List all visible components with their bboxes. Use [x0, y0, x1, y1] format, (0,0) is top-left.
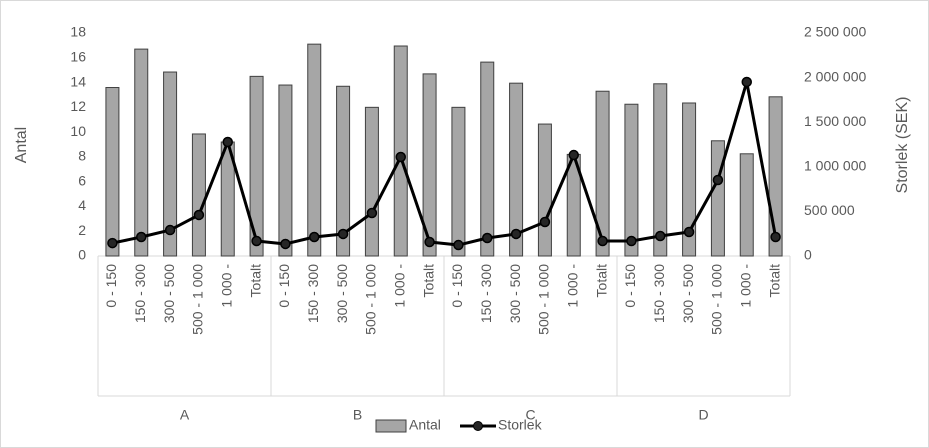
legend-swatch	[375, 419, 407, 433]
bar	[653, 83, 668, 257]
x-tick-label: 1 000 -	[218, 264, 234, 308]
y-tick-label: 2	[78, 222, 86, 238]
x-tick-label: 500 - 1 000	[536, 264, 552, 335]
line-marker	[395, 151, 406, 163]
x-tick-label: 500 - 1 000	[709, 264, 725, 335]
x-tick-label: 0 - 150	[103, 264, 119, 308]
line-marker	[712, 174, 724, 186]
bar	[710, 140, 725, 257]
x-tick-label: 150 - 300	[305, 264, 321, 323]
y-tick-label: 6	[78, 172, 86, 188]
bar	[422, 73, 437, 257]
bar	[480, 61, 495, 257]
y2-tick-label: 2 500 000	[804, 24, 866, 40]
y-tick-label: 18	[70, 24, 86, 40]
y-tick-label: 4	[78, 197, 86, 213]
bar	[682, 102, 697, 257]
x-tick-label: Totalt	[247, 264, 263, 298]
y-tick-label: 12	[70, 98, 86, 114]
x-tick-label: 0 - 150	[276, 264, 292, 308]
line-marker	[222, 136, 233, 148]
bar	[307, 43, 322, 257]
bar	[105, 87, 120, 257]
y2-tick-label: 1 500 000	[804, 113, 866, 129]
legend-label: Storlek	[498, 417, 543, 433]
y2-axis-title: Storlek (SEK)	[894, 97, 911, 194]
x-tick-label: 1 000 -	[564, 264, 580, 308]
line-marker	[741, 76, 752, 88]
x-tick-label: 1 000 -	[391, 264, 407, 308]
y-axis-title: Antal	[13, 127, 30, 163]
bar	[134, 48, 149, 257]
line-marker	[337, 228, 349, 240]
group-label: A	[180, 407, 190, 423]
line-marker	[597, 235, 608, 247]
x-tick-label: Totalt	[593, 264, 609, 298]
line-marker	[770, 231, 781, 243]
line-marker	[482, 232, 493, 244]
bar	[537, 123, 552, 257]
line-marker	[683, 226, 695, 238]
y-tick-label: 0	[78, 247, 86, 263]
line-marker	[510, 228, 522, 240]
bar	[191, 133, 206, 257]
legend-marker	[473, 421, 483, 431]
line-marker	[655, 230, 666, 242]
line-marker	[366, 207, 378, 219]
x-tick-label: 150 - 300	[651, 264, 667, 323]
y-tick-label: 16	[70, 48, 86, 64]
bar	[624, 103, 639, 257]
bar	[739, 153, 754, 257]
line-marker	[424, 236, 435, 248]
line-marker	[107, 237, 118, 249]
line-marker	[453, 239, 464, 251]
line-marker	[164, 224, 176, 236]
x-tick-label: 500 - 1 000	[190, 264, 206, 335]
bar	[509, 82, 524, 257]
y2-tick-label: 500 000	[804, 202, 855, 218]
line-marker	[539, 216, 551, 228]
x-tick-label: 300 - 500	[161, 264, 177, 323]
line-marker	[568, 149, 579, 161]
line-marker	[251, 235, 262, 247]
y2-tick-label: 1 000 000	[804, 158, 866, 174]
x-tick-label: 150 - 300	[132, 264, 148, 323]
line-marker	[309, 231, 320, 243]
bar	[595, 90, 610, 257]
x-tick-label: 0 - 150	[622, 264, 638, 308]
y-tick-label: 14	[70, 73, 86, 89]
bar	[364, 106, 379, 257]
y2-tick-label: 0	[804, 247, 812, 263]
group-label: D	[698, 407, 708, 423]
x-tick-label: 1 000 -	[737, 264, 753, 308]
x-tick-label: 0 - 150	[449, 264, 465, 308]
line-marker	[280, 238, 291, 250]
x-tick-label: 300 - 500	[680, 264, 696, 323]
x-tick-label: 300 - 500	[334, 264, 350, 323]
group-label: C	[525, 407, 535, 423]
y-tick-label: 8	[78, 148, 86, 164]
x-tick-label: 500 - 1 000	[363, 264, 379, 335]
line-marker	[136, 231, 147, 243]
bar	[249, 75, 264, 257]
bar	[336, 85, 351, 257]
line-marker	[193, 209, 205, 221]
x-tick-label: Totalt	[420, 264, 436, 298]
x-tick-label: 150 - 300	[478, 264, 494, 323]
line-marker	[626, 235, 637, 247]
x-tick-label: Totalt	[766, 264, 782, 298]
x-tick-label: 300 - 500	[507, 264, 523, 323]
legend-label: Antal	[409, 417, 441, 433]
y-tick-label: 10	[70, 123, 86, 139]
y2-tick-label: 2 000 000	[804, 68, 866, 84]
bar	[451, 106, 466, 257]
bar	[278, 84, 293, 257]
bar	[163, 71, 178, 257]
bar	[393, 45, 408, 257]
group-label: B	[353, 407, 362, 423]
